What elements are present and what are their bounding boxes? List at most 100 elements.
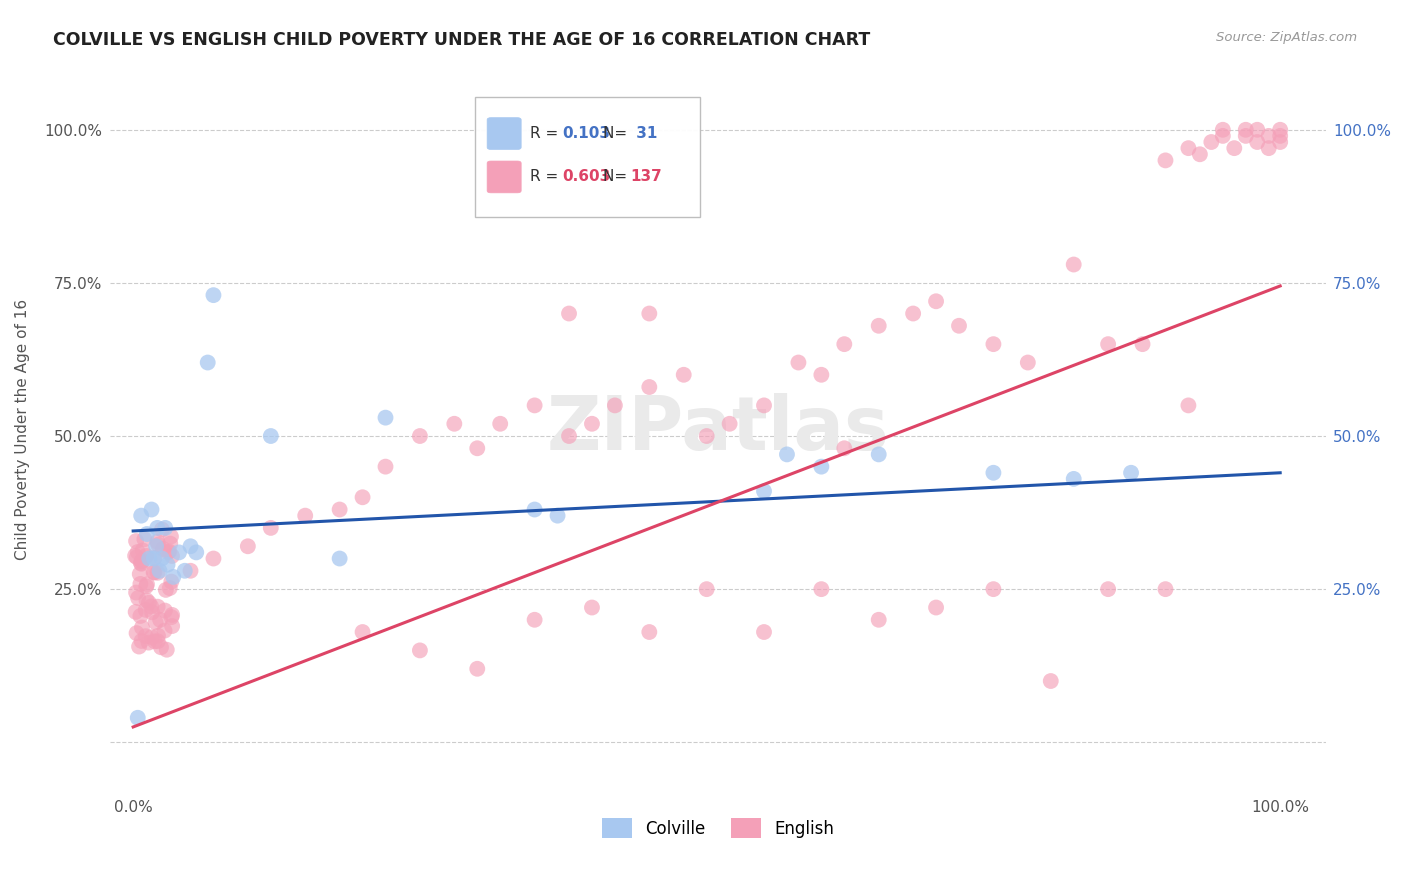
Point xyxy=(160,529,183,543)
Point xyxy=(1270,122,1292,136)
Point xyxy=(409,643,432,657)
Point xyxy=(329,502,352,516)
Point xyxy=(157,544,180,558)
Point xyxy=(948,318,970,333)
Point xyxy=(146,534,169,549)
Point xyxy=(159,536,181,550)
Point xyxy=(374,410,396,425)
Point xyxy=(146,629,169,643)
Point xyxy=(1097,337,1119,351)
Point xyxy=(135,549,157,563)
Point xyxy=(127,591,149,605)
Point xyxy=(202,551,225,566)
Point xyxy=(983,582,1005,596)
Point xyxy=(134,533,156,547)
Point xyxy=(1212,122,1234,136)
Point xyxy=(638,625,661,640)
Point xyxy=(581,600,603,615)
Point xyxy=(186,545,208,559)
Point xyxy=(983,337,1005,351)
Point xyxy=(159,581,181,595)
Text: 0.603: 0.603 xyxy=(562,169,610,185)
Point xyxy=(129,577,152,591)
Point xyxy=(125,534,148,549)
Point xyxy=(129,556,152,570)
Legend: Colville, English: Colville, English xyxy=(596,812,841,845)
Point xyxy=(1201,135,1223,149)
Point xyxy=(1119,466,1142,480)
Point xyxy=(718,417,741,431)
Point xyxy=(752,398,775,412)
Point xyxy=(138,551,160,566)
Point xyxy=(810,368,832,382)
Point xyxy=(1039,673,1062,688)
Point xyxy=(465,662,488,676)
Point xyxy=(131,554,153,568)
Point xyxy=(523,613,546,627)
Point xyxy=(160,607,183,622)
Point xyxy=(160,619,183,633)
Point xyxy=(1212,128,1234,143)
Text: 137: 137 xyxy=(631,169,662,185)
Point xyxy=(146,566,169,580)
Text: COLVILLE VS ENGLISH CHILD POVERTY UNDER THE AGE OF 16 CORRELATION CHART: COLVILLE VS ENGLISH CHILD POVERTY UNDER … xyxy=(53,31,870,49)
Point xyxy=(149,613,172,627)
Point xyxy=(696,582,718,596)
Point xyxy=(1257,128,1279,143)
Point xyxy=(180,539,202,553)
Point xyxy=(141,630,163,644)
Point xyxy=(141,599,163,614)
Point xyxy=(150,640,173,655)
Point xyxy=(558,306,581,320)
Point xyxy=(352,625,374,640)
Point xyxy=(1017,355,1039,369)
Point xyxy=(558,429,581,443)
Point xyxy=(148,564,170,578)
Point xyxy=(581,417,603,431)
Point xyxy=(489,417,512,431)
Point xyxy=(925,294,948,309)
Point xyxy=(834,337,856,351)
Point xyxy=(1246,122,1268,136)
FancyBboxPatch shape xyxy=(486,118,522,150)
Point xyxy=(547,508,569,523)
Point xyxy=(1188,147,1211,161)
Point xyxy=(131,554,153,568)
Point xyxy=(638,306,661,320)
Point xyxy=(523,398,546,412)
Point xyxy=(146,634,169,648)
Point xyxy=(260,521,283,535)
Point xyxy=(142,551,165,566)
Point xyxy=(1132,337,1154,351)
Point xyxy=(142,566,165,580)
Point xyxy=(294,508,316,523)
Point xyxy=(1246,135,1268,149)
Point xyxy=(135,579,157,593)
Point xyxy=(138,635,160,649)
Point xyxy=(129,508,152,523)
Point xyxy=(752,625,775,640)
Point xyxy=(125,585,148,599)
Point xyxy=(131,543,153,558)
Point xyxy=(141,605,163,619)
Text: R =: R = xyxy=(530,126,562,141)
Point xyxy=(1257,141,1279,155)
Point xyxy=(465,442,488,456)
Point xyxy=(160,610,183,624)
Point xyxy=(752,484,775,499)
Point xyxy=(143,550,166,565)
Text: N=: N= xyxy=(603,126,631,141)
Point xyxy=(143,566,166,580)
Point xyxy=(150,523,173,537)
Point xyxy=(146,599,169,614)
Point xyxy=(180,564,202,578)
Point xyxy=(162,570,184,584)
Point xyxy=(1270,128,1292,143)
Point xyxy=(868,613,890,627)
Point xyxy=(128,567,150,582)
Point xyxy=(1223,141,1246,155)
Point xyxy=(128,640,150,654)
Point xyxy=(141,502,163,516)
Point xyxy=(129,609,152,624)
Point xyxy=(155,582,177,597)
